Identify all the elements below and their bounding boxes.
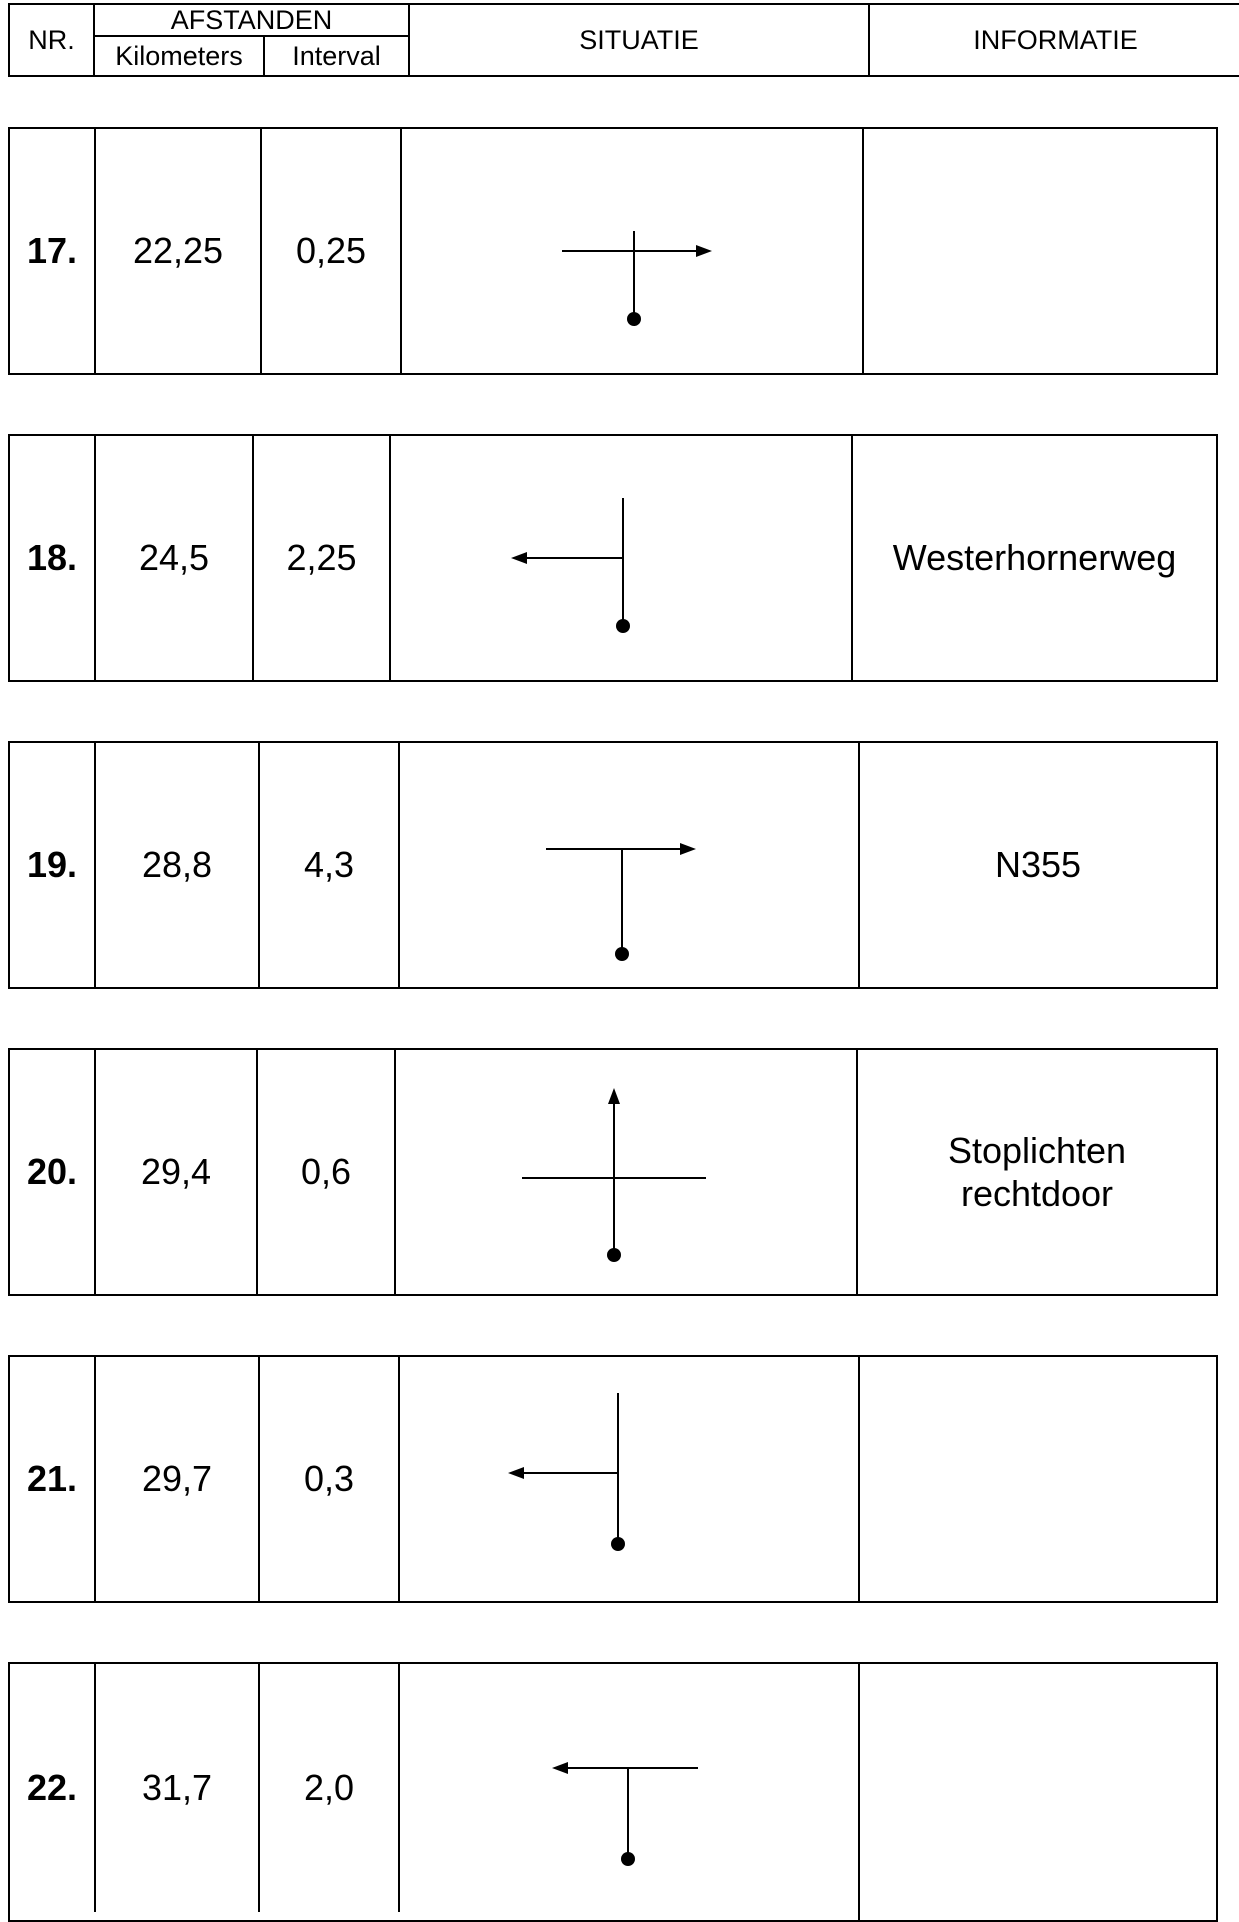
row-informatie: Stoplichten rechtdoor [858,1050,1216,1294]
row-kilometers: 29,7 [96,1357,260,1601]
row-informatie [864,129,1216,373]
t-junction-turn-right-icon [562,231,712,326]
row-kilometers: 28,8 [96,743,260,987]
row-interval: 2,0 [260,1664,400,1912]
row-situatie [400,1357,860,1601]
row-situatie [400,743,860,987]
crossroads-straight-on-icon [522,1088,706,1262]
row-number: 19. [10,743,96,987]
row-number: 17. [10,129,96,373]
header-nr: NR. [10,5,95,75]
table-header: NR. AFSTANDEN Kilometers Interval SITUAT… [8,3,1239,77]
row-interval: 0,25 [262,129,402,373]
route-row: 19. 28,8 4,3 N355 [8,741,1218,989]
row-informatie-text: Stoplichten rechtdoor [947,1129,1127,1214]
row-informatie [860,1664,1216,1912]
row-situatie [402,129,864,373]
route-row: 18. 24,5 2,25 Westerhornerweg [8,434,1218,682]
row-informatie [860,1357,1216,1601]
header-afstanden-group: AFSTANDEN Kilometers Interval [95,5,410,75]
header-informatie: INFORMATIE [973,24,1138,55]
header-afstanden: AFSTANDEN [95,5,408,37]
row-interval: 2,25 [254,436,391,680]
row-interval: 0,6 [258,1050,396,1294]
row-number: 21. [10,1357,96,1601]
row-interval: 4,3 [260,743,400,987]
row-kilometers: 24,5 [96,436,254,680]
row-kilometers: 29,4 [96,1050,258,1294]
side-road-turn-left-icon [511,498,630,633]
row-situatie [396,1050,858,1294]
row-informatie: Westerhornerweg [892,537,1177,579]
header-interval: Interval [292,40,381,71]
header-situatie: SITUATIE [410,5,870,75]
route-row: 22. 31,7 2,0 [8,1662,1218,1922]
row-kilometers: 31,7 [96,1664,260,1912]
route-row: 17. 22,25 0,25 [8,127,1218,375]
route-row: 20. 29,4 0,6 Stoplichten rechtdoor [8,1048,1218,1296]
row-situatie [400,1664,860,1922]
row-number: 18. [10,436,96,680]
t-junction-turn-right-icon [546,843,696,961]
row-number: 22. [10,1664,96,1912]
row-number: 20. [10,1050,96,1294]
side-road-turn-left-icon [508,1393,625,1551]
header-kilometers: Kilometers [95,37,265,75]
row-informatie: N355 [994,844,1082,886]
row-situatie [391,436,853,680]
t-junction-turn-left-icon [552,1762,698,1866]
route-row: 21. 29,7 0,3 [8,1355,1218,1603]
row-kilometers: 22,25 [96,129,262,373]
row-interval: 0,3 [260,1357,400,1601]
